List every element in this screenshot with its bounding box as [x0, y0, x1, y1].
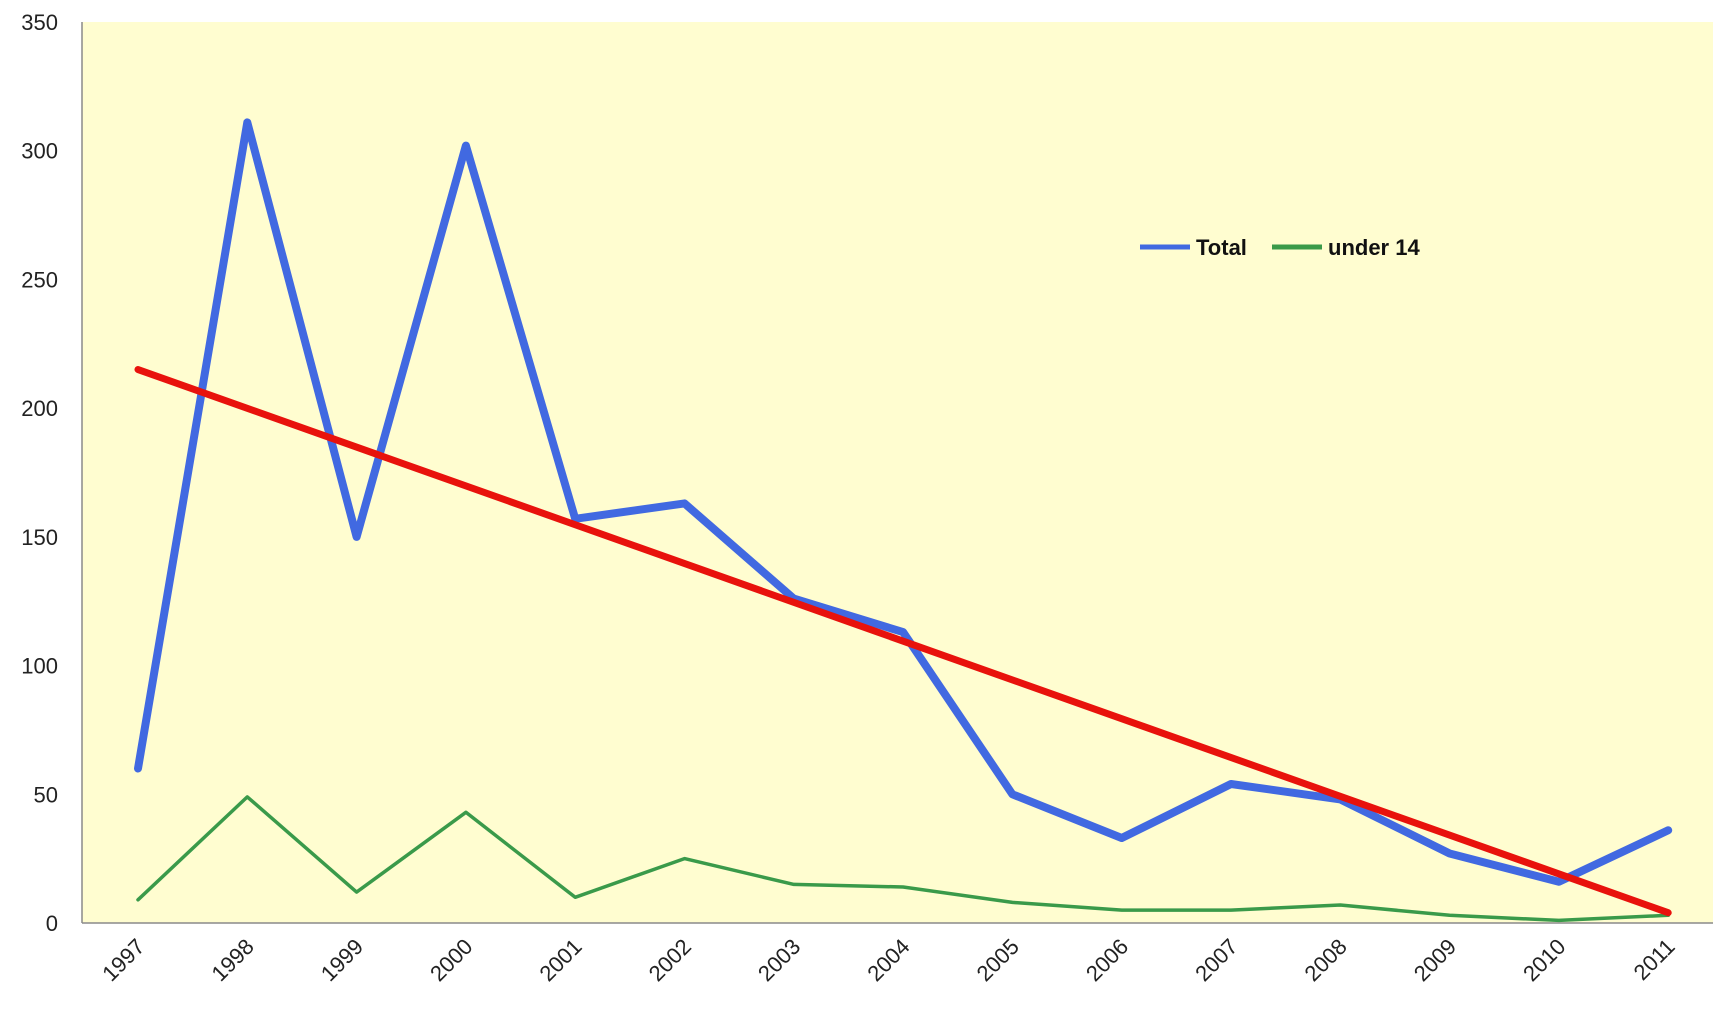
- x-tick-label: 2001: [534, 934, 586, 986]
- x-tick-label: 2002: [644, 934, 696, 986]
- y-tick-label: 150: [21, 525, 58, 550]
- legend-label-total: Total: [1196, 235, 1247, 260]
- y-tick-label: 250: [21, 267, 58, 292]
- x-tick-label: 1997: [97, 934, 149, 986]
- x-tick-label: 2008: [1300, 934, 1352, 986]
- plot-area-background: [82, 22, 1713, 923]
- y-axis-ticks: 0 50 100 150 200 250 300 350: [21, 10, 58, 936]
- y-tick-label: 100: [21, 654, 58, 679]
- x-tick-label: 2007: [1190, 934, 1242, 986]
- x-tick-label: 2006: [1081, 934, 1133, 986]
- legend-label-under-14: under 14: [1328, 235, 1420, 260]
- y-tick-label: 200: [21, 396, 58, 421]
- y-tick-label: 350: [21, 10, 58, 35]
- x-tick-label: 2000: [425, 934, 477, 986]
- y-tick-label: 0: [46, 911, 58, 936]
- y-tick-label: 300: [21, 139, 58, 164]
- legend: Total under 14: [1140, 235, 1420, 260]
- y-tick-label: 50: [34, 782, 58, 807]
- x-tick-label: 2010: [1518, 934, 1570, 986]
- x-tick-label: 1999: [316, 934, 368, 986]
- x-tick-label: 2003: [753, 934, 805, 986]
- x-tick-label: 1998: [207, 934, 259, 986]
- x-tick-label: 2011: [1629, 934, 1680, 985]
- series-layer: [134, 118, 1673, 923]
- trendline: [134, 366, 1672, 917]
- x-axis-ticks: 1997 1998 1999 2000 2001 2002 2003 2004 2005 2006…: [97, 934, 1679, 986]
- x-tick-label: 2004: [862, 934, 914, 986]
- x-tick-label: 2005: [972, 934, 1024, 986]
- x-tick-label: 2009: [1409, 934, 1461, 986]
